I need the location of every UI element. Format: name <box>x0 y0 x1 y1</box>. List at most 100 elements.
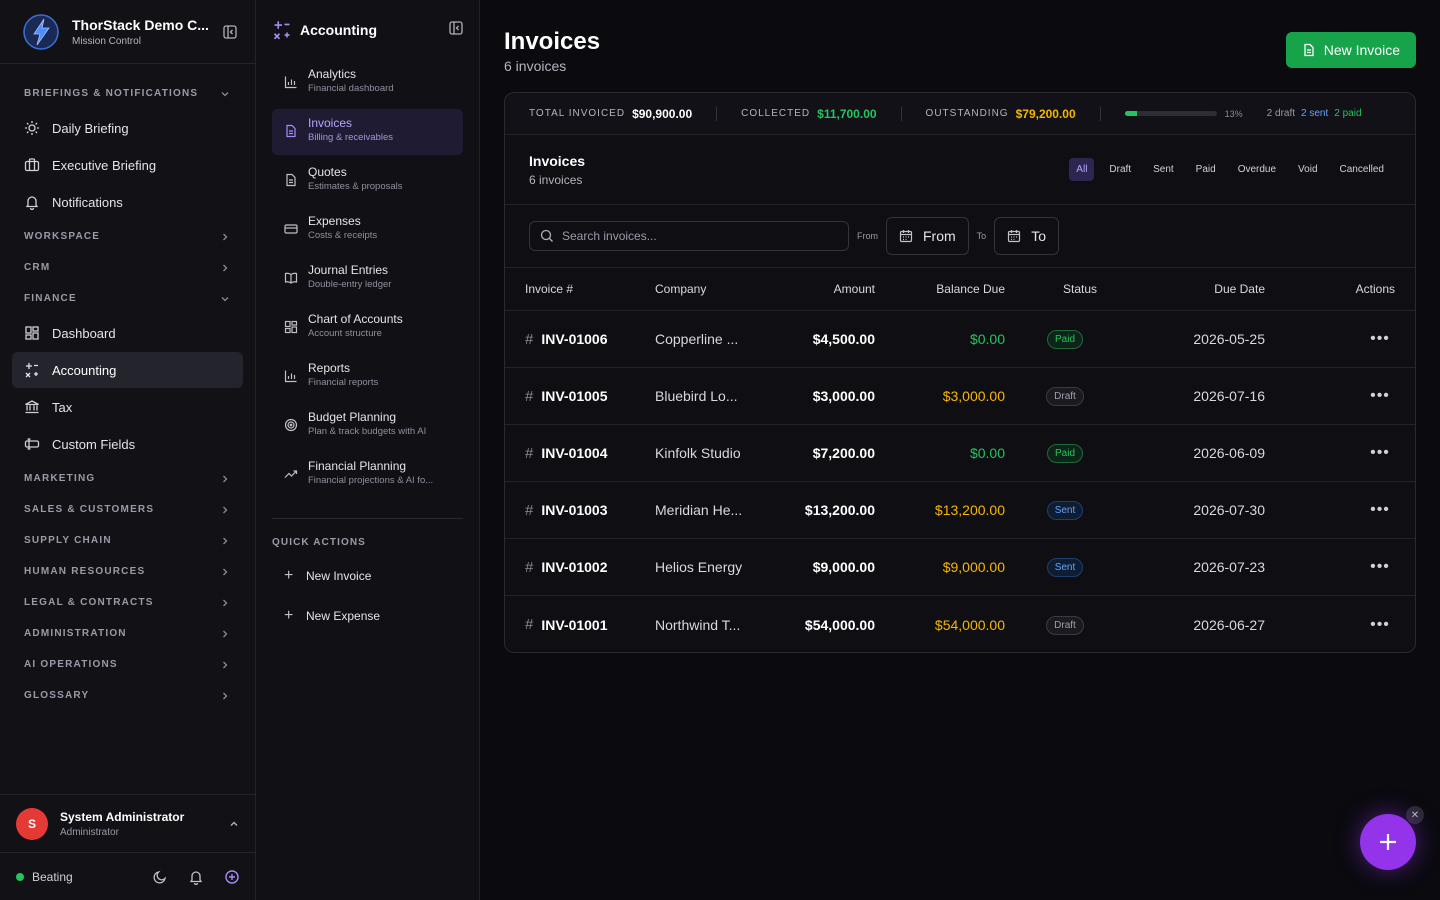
table-row[interactable]: # INV-01006 Copperline ... $4,500.00 $0.00 Pa… <box>505 311 1415 368</box>
book-icon <box>284 271 298 285</box>
subnav-item-budget-planning[interactable]: Budget Planning Plan & track budgets with… <box>272 403 463 449</box>
divider <box>900 106 902 121</box>
plus-icon <box>1380 834 1396 850</box>
sidebar-item-tax[interactable]: Tax <box>12 389 243 425</box>
new-invoice-button[interactable]: New Invoice <box>1285 32 1416 68</box>
amount-cell: $4,500.00 <box>812 331 875 347</box>
sidebar-item-notifications[interactable]: Notifications <box>12 184 243 220</box>
quick-add-fab[interactable] <box>1360 814 1416 870</box>
table-row[interactable]: # INV-01005 Bluebird Lo... $3,000.00 $3,000.… <box>505 368 1415 425</box>
section-human-resources[interactable]: HUMAN RESOURCES <box>0 556 255 587</box>
section-finance[interactable]: FINANCE <box>0 283 255 314</box>
subnav-item-journal-entries[interactable]: Journal Entries Double-entry ledger <box>272 256 463 302</box>
balance-cell: $13,200.00 <box>934 502 1005 518</box>
table-row[interactable]: # INV-01001 Northwind T... $54,000.00 $54,00… <box>505 596 1415 652</box>
collapse-sidebar-icon[interactable] <box>221 23 239 41</box>
sidebar-footer: Beating <box>0 852 256 900</box>
col-due-date[interactable]: Due Date <box>1214 282 1265 296</box>
section-briefings[interactable]: BRIEFINGS & NOTIFICATIONS <box>0 78 255 109</box>
more-actions-icon[interactable]: ••• <box>1370 387 1390 404</box>
bell-icon[interactable] <box>188 869 204 885</box>
actions-cell: ••• <box>1265 330 1415 348</box>
add-circle-icon[interactable] <box>224 869 240 885</box>
section-legal-contracts[interactable]: LEGAL & CONTRACTS <box>0 587 255 618</box>
col-company[interactable]: Company <box>655 282 707 296</box>
hash-icon: # <box>525 387 534 405</box>
subnav-item-expenses[interactable]: Expenses Costs & receipts <box>272 207 463 253</box>
col-balance-due[interactable]: Balance Due <box>936 282 1005 296</box>
section-glossary[interactable]: GLOSSARY <box>0 680 255 711</box>
sidebar-item-custom-fields[interactable]: Custom Fields <box>12 426 243 462</box>
invoice-cell[interactable]: # INV-01005 <box>505 388 635 405</box>
section-administration[interactable]: ADMINISTRATION <box>0 618 255 649</box>
subnav-item-reports[interactable]: Reports Financial reports <box>272 354 463 400</box>
subnav-item-analytics[interactable]: Analytics Financial dashboard <box>272 60 463 106</box>
amount-cell: $13,200.00 <box>804 502 875 518</box>
table-row[interactable]: # INV-01003 Meridian He... $13,200.00 $13,20… <box>505 482 1415 539</box>
col-invoice[interactable]: Invoice # <box>525 282 574 296</box>
close-fab-icon[interactable]: ✕ <box>1406 806 1424 824</box>
calendar-icon <box>1007 229 1021 243</box>
sidebar-item-accounting[interactable]: Accounting <box>12 352 243 388</box>
amount-cell: $54,000.00 <box>804 616 875 633</box>
tab-draft[interactable]: Draft <box>1109 164 1132 175</box>
tab-paid[interactable]: Paid <box>1195 164 1216 175</box>
amount-cell: $3,000.00 <box>812 388 875 404</box>
invoice-cell[interactable]: # INV-01006 <box>505 331 635 348</box>
section-crm[interactable]: CRM <box>0 252 255 283</box>
invoice-number: INV-01005 <box>541 388 608 404</box>
sidebar-item-executive-briefing[interactable]: Executive Briefing <box>12 147 243 183</box>
actions-cell: ••• <box>1265 616 1415 634</box>
to-date-button[interactable]: To <box>994 217 1059 255</box>
plus-icon: + <box>284 607 294 624</box>
sidebar-item-dashboard[interactable]: Dashboard <box>12 315 243 351</box>
section-marketing[interactable]: MARKETING <box>0 463 255 494</box>
search-input[interactable] <box>562 229 838 243</box>
due-date-cell: 2026-07-30 <box>1193 502 1265 518</box>
tab-cancelled[interactable]: Cancelled <box>1339 164 1384 175</box>
section-supply-chain[interactable]: SUPPLY CHAIN <box>0 525 255 556</box>
more-actions-icon[interactable]: ••• <box>1370 501 1390 518</box>
more-actions-icon[interactable]: ••• <box>1370 330 1390 347</box>
invoice-cell[interactable]: # INV-01001 <box>505 616 635 633</box>
grid-icon <box>284 320 298 334</box>
section-ai-operations[interactable]: AI OPERATIONS <box>0 649 255 680</box>
from-date-button[interactable]: From <box>886 217 969 255</box>
moon-icon[interactable] <box>152 869 168 885</box>
table-header: Invoice # Company Amount Balance Due Sta… <box>505 268 1415 311</box>
tab-void[interactable]: Void <box>1298 164 1318 175</box>
tab-overdue[interactable]: Overdue <box>1237 164 1277 175</box>
more-actions-icon[interactable]: ••• <box>1370 558 1390 575</box>
section-sales-customers[interactable]: SALES & CUSTOMERS <box>0 494 255 525</box>
invoice-cell[interactable]: # INV-01002 <box>505 559 635 576</box>
table-row[interactable]: # INV-01004 Kinfolk Studio $7,200.00 $0.00 Pa… <box>505 425 1415 482</box>
page-title: Invoices <box>504 28 601 55</box>
user-menu[interactable]: S System Administrator Administrator <box>0 794 256 852</box>
invoice-cell[interactable]: # INV-01004 <box>505 445 635 462</box>
amount-cell: $7,200.00 <box>812 445 875 461</box>
collapse-subnav-icon[interactable] <box>449 20 463 40</box>
col-status[interactable]: Status <box>1063 282 1098 296</box>
subnav-item-chart-of-accounts[interactable]: Chart of Accounts Account structure <box>272 305 463 351</box>
bar-chart-icon <box>284 369 298 383</box>
due-date-cell: 2026-06-09 <box>1193 445 1265 461</box>
sun-icon <box>24 120 40 136</box>
quick-action-new-invoice[interactable]: + New Invoice <box>284 567 372 584</box>
col-amount[interactable]: Amount <box>833 282 875 296</box>
card-header: Invoices 6 invoices All Draft Sent Paid … <box>505 135 1415 205</box>
tab-all[interactable]: All <box>1069 158 1095 181</box>
invoice-cell[interactable]: # INV-01003 <box>505 502 635 519</box>
tab-sent[interactable]: Sent <box>1153 164 1174 175</box>
balance-cell: $9,000.00 <box>942 559 1005 575</box>
subnav-item-invoices[interactable]: Invoices Billing & receivables <box>272 109 463 155</box>
sidebar-item-daily-briefing[interactable]: Daily Briefing <box>12 110 243 146</box>
table-row[interactable]: # INV-01002 Helios Energy $9,000.00 $9,000.0… <box>505 539 1415 596</box>
more-actions-icon[interactable]: ••• <box>1370 615 1390 633</box>
more-actions-icon[interactable]: ••• <box>1370 444 1390 461</box>
balance-cell: $3,000.00 <box>942 388 1005 404</box>
main-content: Invoices 6 invoices New Invoice TOTAL IN… <box>480 0 1440 900</box>
subnav-item-financial-planning[interactable]: Financial Planning Financial projections … <box>272 452 463 498</box>
subnav-item-quotes[interactable]: Quotes Estimates & proposals <box>272 158 463 204</box>
section-workspace[interactable]: WORKSPACE <box>0 221 255 252</box>
quick-action-new-expense[interactable]: + New Expense <box>284 607 381 624</box>
